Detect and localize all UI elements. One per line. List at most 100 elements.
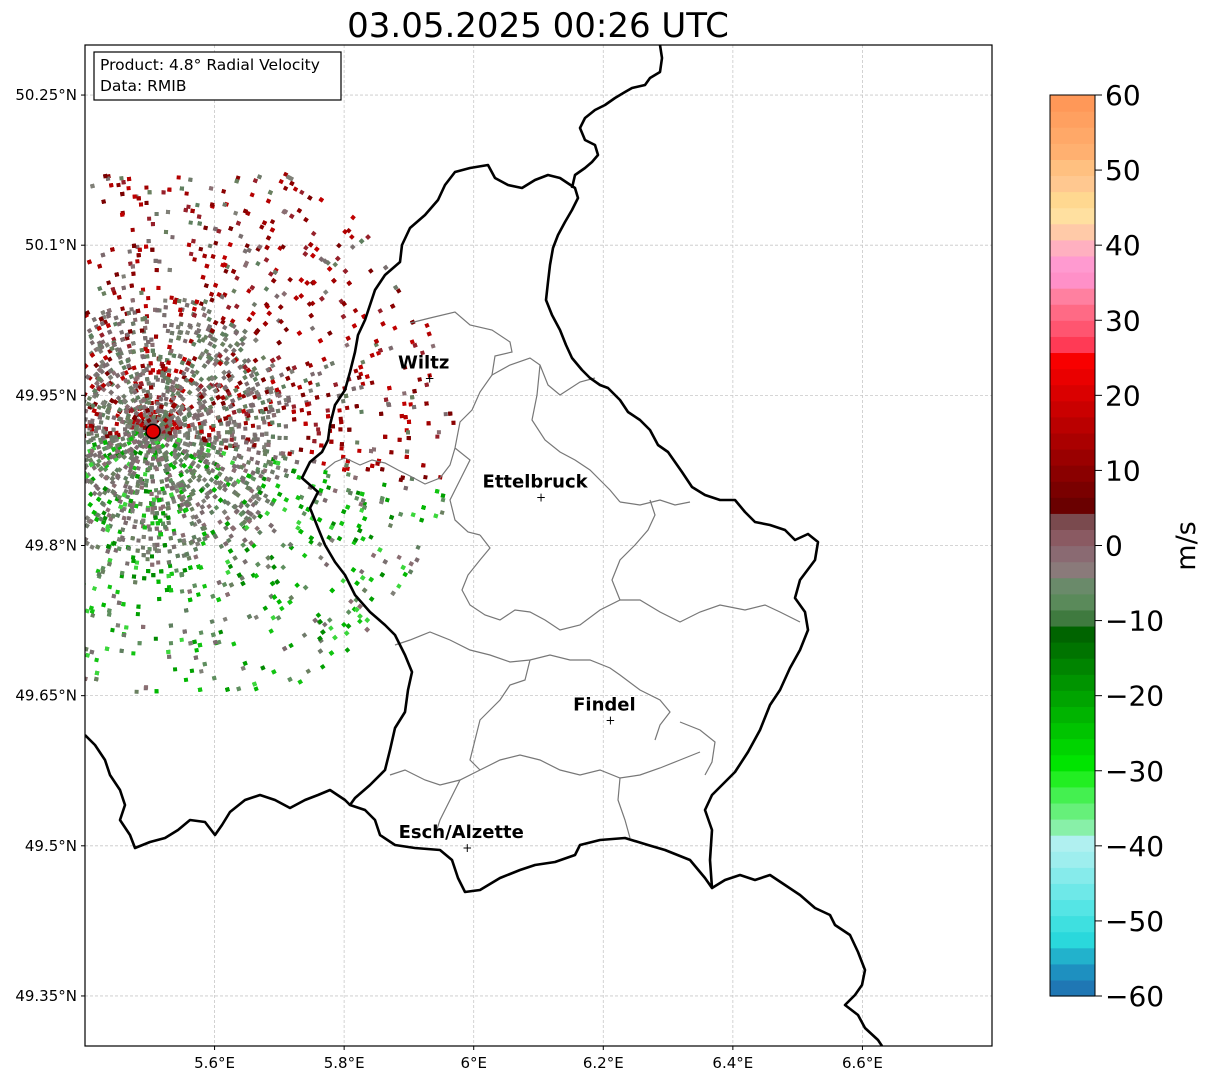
echo-pixel	[221, 188, 227, 194]
colorbar-band	[1050, 979, 1095, 997]
echo-pixel	[144, 200, 149, 205]
colorbar-tick-label: 30	[1105, 304, 1141, 337]
echo-pixel	[165, 437, 171, 443]
echo-pixel	[359, 409, 364, 415]
echo-pixel	[209, 202, 215, 208]
echo-pixel	[283, 497, 290, 503]
echo-pixel	[349, 244, 356, 250]
echo-pixel	[248, 372, 255, 379]
info-box: Product: 4.8° Radial Velocity Data: RMIB	[93, 51, 342, 101]
echo-pixel	[177, 307, 183, 313]
echo-pixel	[144, 478, 149, 483]
echo-pixel	[407, 569, 414, 575]
echo-pixel	[225, 569, 231, 576]
x-tick-label: 6.2°E	[583, 1054, 624, 1072]
echo-pixel	[208, 355, 214, 362]
echo-pixel	[177, 330, 183, 335]
echo-pixel	[100, 569, 106, 575]
echo-pixel	[304, 402, 310, 407]
echo-pixel	[268, 522, 274, 529]
colorbar-band	[1050, 642, 1095, 659]
echo-pixel	[136, 196, 141, 201]
echo-pixel	[325, 408, 331, 413]
echo-pixel	[219, 341, 226, 348]
echo-pixel	[132, 383, 138, 389]
echo-pixel	[123, 377, 129, 384]
echo-pixel	[216, 579, 222, 586]
echo-pixel	[212, 440, 217, 445]
echo-pixel	[280, 564, 287, 571]
echo-pixel	[390, 303, 396, 309]
echo-pixel	[283, 473, 290, 479]
echo-pixel	[168, 415, 175, 422]
echo-pixel	[251, 476, 257, 482]
echo-pixel	[353, 606, 360, 613]
echo-pixel	[198, 246, 204, 252]
colorbar-band	[1050, 851, 1095, 868]
echo-pixel	[105, 548, 111, 554]
echo-pixel	[177, 422, 183, 428]
y-tick-label: 49.8°N	[25, 537, 77, 555]
echo-pixel	[237, 346, 244, 353]
echo-pixel	[88, 457, 94, 464]
echo-pixel	[365, 467, 371, 472]
echo-pixel	[123, 475, 129, 482]
echo-pixel	[135, 483, 141, 489]
echo-pixel	[140, 545, 146, 550]
echo-pixel	[289, 180, 295, 187]
echo-pixel	[171, 451, 178, 457]
echo-pixel	[244, 502, 251, 509]
echo-pixel	[263, 301, 270, 308]
echo-pixel	[133, 565, 139, 570]
echo-pixel	[253, 499, 259, 506]
echo-pixel	[255, 509, 261, 516]
echo-pixel	[315, 612, 322, 619]
echo-pixel	[179, 360, 185, 366]
echo-pixel	[114, 372, 121, 379]
echo-pixel	[105, 310, 112, 317]
echo-pixel	[150, 521, 155, 526]
echo-pixel	[349, 234, 355, 240]
echo-pixel	[85, 515, 91, 521]
echo-pixel	[183, 377, 190, 383]
echo-pixel	[368, 596, 375, 602]
echo-pixel	[352, 307, 359, 314]
echo-pixel	[198, 630, 204, 636]
echo-pixel	[119, 337, 125, 343]
echo-pixel	[110, 247, 115, 252]
echo-pixel	[131, 430, 136, 435]
echo-pixel	[251, 301, 258, 308]
echo-pixel	[139, 347, 145, 353]
echo-pixel	[296, 474, 302, 480]
echo-pixel	[312, 617, 318, 624]
echo-pixel	[207, 243, 213, 249]
echo-pixel	[281, 291, 288, 297]
echo-pixel	[102, 485, 108, 492]
echo-pixel	[358, 501, 364, 507]
echo-pixel	[213, 474, 220, 481]
echo-pixel	[185, 406, 192, 413]
echo-pixel	[272, 269, 278, 276]
echo-pixel	[329, 439, 334, 444]
echo-pixel	[253, 434, 258, 439]
echo-pixel	[145, 461, 150, 466]
echo-pixel	[175, 415, 181, 422]
echo-pixel	[319, 295, 325, 302]
echo-pixel	[229, 437, 234, 442]
echo-pixel	[386, 385, 392, 391]
echo-pixel	[158, 506, 163, 511]
echo-pixel	[240, 393, 247, 399]
echo-pixel	[245, 367, 252, 374]
echo-pixel	[262, 451, 268, 457]
echo-pixel	[186, 411, 193, 417]
echo-pixel	[116, 600, 122, 606]
echo-pixel	[143, 325, 148, 331]
echo-pixel	[131, 574, 137, 579]
echo-pixel	[353, 368, 359, 374]
echo-pixel	[198, 393, 205, 400]
y-tick-label: 49.65°N	[15, 687, 77, 705]
echo-pixel	[220, 400, 226, 406]
echo-pixel	[317, 371, 323, 377]
echo-pixel	[98, 437, 103, 443]
